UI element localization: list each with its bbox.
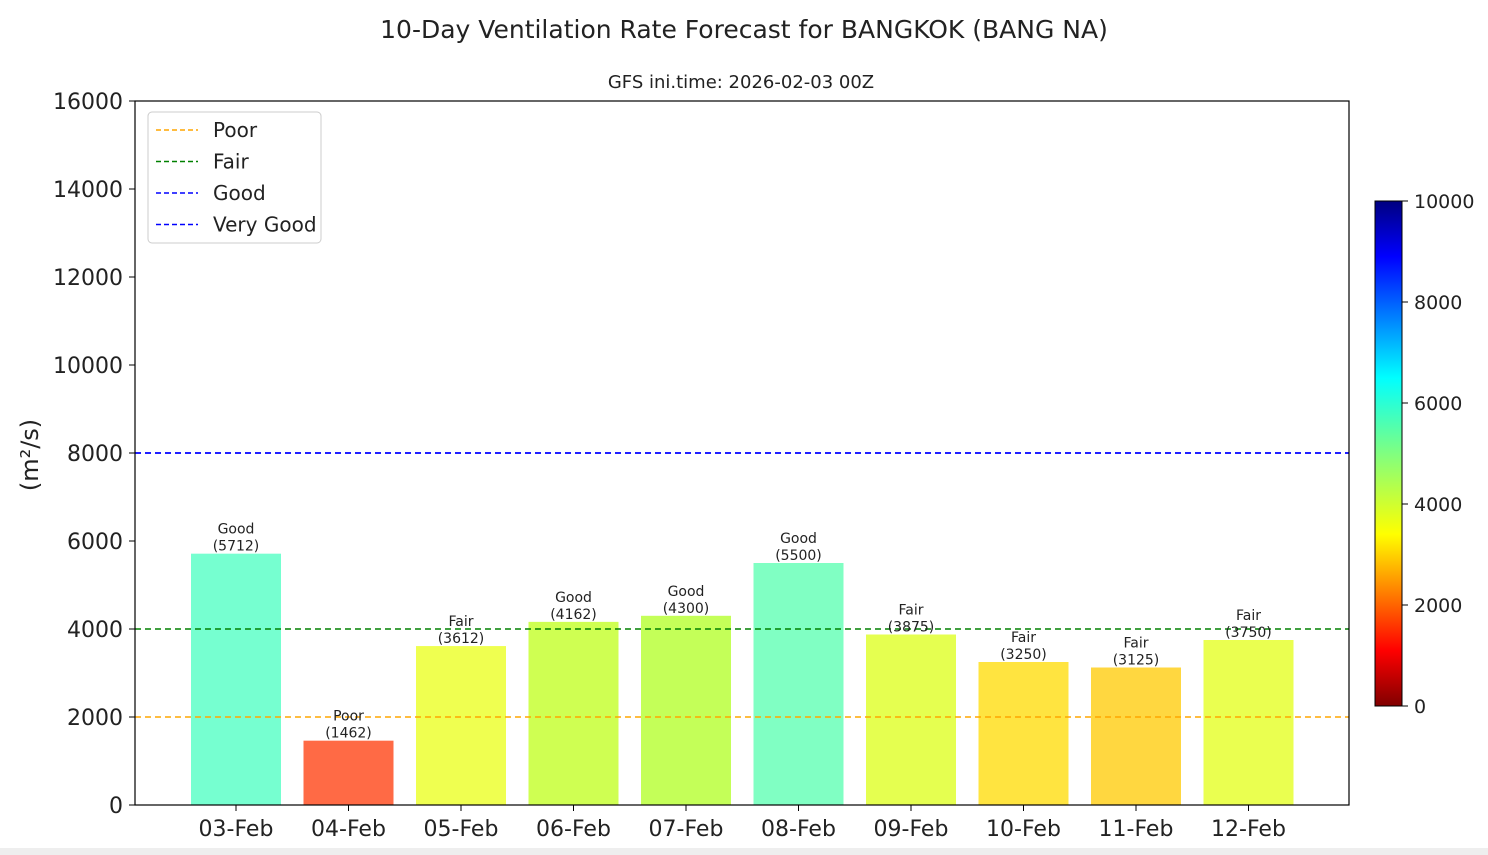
- bar-value-label: (4300): [663, 601, 710, 617]
- bar-04-Feb: [303, 740, 394, 805]
- colorbar-ticks: 0 2000 4000 6000 8000 10000: [1402, 191, 1474, 718]
- bar-07-Feb: [641, 615, 731, 805]
- x-tick-label: 05-Feb: [424, 817, 499, 842]
- y-axis-label: (m²/s): [16, 419, 44, 491]
- x-axis-ticks: 03-Feb 04-Feb 05-Feb 06-Feb 07-Feb 08-Feb 09-F…: [199, 805, 1286, 842]
- y-tick-label: 10000: [53, 354, 123, 379]
- bar-11-Feb: [1091, 667, 1181, 805]
- bar-03-Feb: [191, 553, 281, 805]
- colorbar-gradient: [1374, 200, 1403, 707]
- window-bottom-strip: [0, 848, 1488, 855]
- colorbar-tick-label: 10000: [1414, 191, 1474, 213]
- bar-value-label: (4162): [550, 607, 597, 623]
- colorbar-tick-label: 6000: [1414, 393, 1462, 415]
- bar-category-label: Fair: [1011, 630, 1036, 646]
- y-tick-label: 8000: [67, 442, 123, 467]
- y-tick-label: 16000: [53, 90, 123, 115]
- bar-category-label: Fair: [449, 614, 474, 630]
- bar-category-label: Poor: [333, 709, 364, 725]
- bar-category-label: Good: [555, 590, 592, 606]
- y-tick-label: 0: [109, 794, 123, 819]
- legend-label: Poor: [213, 118, 258, 142]
- y-tick-label: 12000: [53, 266, 123, 291]
- y-tick-label: 2000: [67, 706, 123, 731]
- colorbar: 0 2000 4000 6000 8000 10000: [1374, 191, 1474, 718]
- x-tick-label: 09-Feb: [874, 817, 949, 842]
- y-tick-label: 14000: [53, 178, 123, 203]
- x-tick-label: 12-Feb: [1211, 817, 1286, 842]
- bar-value-label: (5500): [775, 548, 822, 564]
- colorbar-tick-label: 0: [1414, 696, 1426, 718]
- bar-category-label: Fair: [899, 603, 924, 619]
- bars-layer: [191, 553, 1294, 805]
- legend-box: [147, 111, 322, 244]
- y-axis-ticks: 0 2000 4000 6000 8000 10000 12000 14000 16000: [53, 90, 135, 819]
- bar-09-Feb: [866, 634, 956, 805]
- bar-value-label: (3125): [1113, 653, 1160, 669]
- x-tick-label: 10-Feb: [986, 817, 1061, 842]
- legend-label: Very Good: [213, 213, 317, 237]
- bar-category-label: Good: [668, 584, 705, 600]
- legend-label: Fair: [213, 150, 249, 174]
- bar-08-Feb: [753, 563, 844, 805]
- bar-value-label: (3612): [438, 631, 485, 647]
- chart-subtitle: GFS ini.time: 2026-02-03 00Z: [608, 72, 874, 93]
- bar-category-label: Good: [780, 531, 817, 547]
- bar-labels: Good(5712)Poor(1462)Fair(3612)Good(4162)…: [213, 522, 1272, 742]
- bar-12-Feb: [1203, 640, 1294, 805]
- bar-category-label: Fair: [1124, 636, 1149, 652]
- colorbar-tick-label: 8000: [1414, 292, 1462, 314]
- bar-value-label: (3750): [1225, 625, 1272, 641]
- legend-items: Poor Fair Good Very Good: [156, 118, 317, 237]
- colorbar-tick-label: 2000: [1414, 595, 1462, 617]
- bar-category-label: Fair: [1236, 608, 1261, 624]
- legend: Poor Fair Good Very Good: [147, 111, 322, 244]
- threshold-lines: [135, 452, 1349, 718]
- bar-category-label: Good: [218, 522, 255, 538]
- x-tick-label: 11-Feb: [1099, 817, 1174, 842]
- chart-title: 10-Day Ventilation Rate Forecast for BAN…: [380, 15, 1108, 44]
- bar-06-Feb: [528, 621, 619, 805]
- bar-05-Feb: [416, 646, 506, 805]
- bar-value-label: (3875): [888, 620, 935, 636]
- bar-value-label: (5712): [213, 539, 260, 555]
- colorbar-tick-label: 4000: [1414, 494, 1462, 516]
- x-tick-label: 07-Feb: [649, 817, 724, 842]
- x-tick-label: 04-Feb: [311, 817, 386, 842]
- bar-10-Feb: [978, 662, 1069, 805]
- bar-value-label: (3250): [1000, 647, 1047, 663]
- y-tick-label: 6000: [67, 530, 123, 555]
- bar-value-label: (1462): [325, 726, 372, 742]
- legend-label: Good: [213, 181, 266, 205]
- x-tick-label: 03-Feb: [199, 817, 274, 842]
- x-tick-label: 06-Feb: [536, 817, 611, 842]
- y-tick-label: 4000: [67, 618, 123, 643]
- x-tick-label: 08-Feb: [761, 817, 836, 842]
